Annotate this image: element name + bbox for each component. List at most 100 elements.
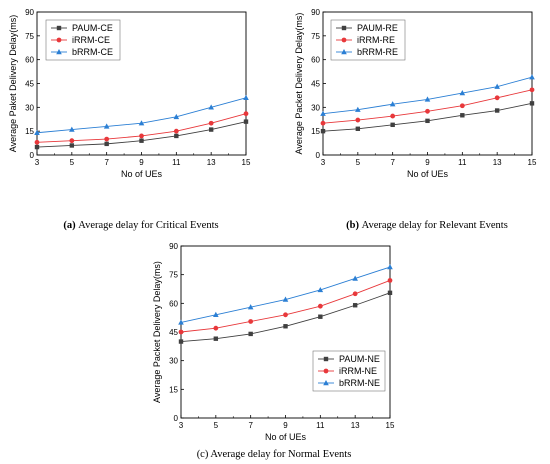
y-tick-label: 0 xyxy=(174,414,179,423)
legend-label: bRRM-NE xyxy=(339,378,380,388)
data-point-irrm-ce xyxy=(139,133,144,139)
y-tick-label: 45 xyxy=(25,80,34,89)
data-point-paum-ce xyxy=(174,133,179,139)
y-axis-title: Average Paket Delivery Delay(ms) xyxy=(8,15,18,152)
x-tick-label: 11 xyxy=(316,421,325,430)
data-point-irrm-ne xyxy=(213,325,219,331)
data-point-paum-ne xyxy=(352,303,358,308)
data-point-paum-ne xyxy=(213,336,219,341)
series-line-paum-re xyxy=(322,102,533,132)
data-point-paum-ce xyxy=(139,138,144,143)
data-point-paum-ce xyxy=(69,143,75,148)
data-point-brrm-ne xyxy=(352,275,358,281)
y-tick-label: 15 xyxy=(169,385,178,394)
data-point-brrm-ce xyxy=(103,123,110,129)
x-tick-label: 5 xyxy=(70,158,75,167)
data-point-irrm-ce xyxy=(34,139,40,145)
y-tick-label: 75 xyxy=(169,271,178,280)
data-point-brrm-ce xyxy=(69,126,75,132)
data-point-irrm-re xyxy=(494,95,500,101)
data-point-paum-re xyxy=(390,122,395,128)
y-tick-label: 30 xyxy=(169,357,178,366)
data-point-irrm-ne xyxy=(352,291,358,297)
y-tick-label: 90 xyxy=(311,8,320,17)
y-tick-label: 45 xyxy=(169,328,178,337)
chart-caption: (b) Average delay for Relevant Events xyxy=(346,220,508,231)
y-tick-label: 75 xyxy=(25,32,34,41)
legend-marker xyxy=(341,49,347,55)
legend-marker xyxy=(323,356,329,362)
data-point-irrm-ce xyxy=(208,120,214,126)
y-tick-label: 45 xyxy=(311,80,320,89)
data-point-paum-re xyxy=(425,118,430,124)
y-tick-label: 60 xyxy=(25,56,34,65)
chart-3: 0 15 30 45 60 75 90 3 5 7 9 11 13 15 No of UEs Average … xyxy=(152,242,395,460)
data-point-brrm-ne xyxy=(247,304,254,310)
y-tick-label: 15 xyxy=(311,127,320,136)
x-tick-label: 5 xyxy=(356,158,361,167)
data-point-irrm-ne xyxy=(248,319,254,324)
x-tick-label: 7 xyxy=(390,158,395,167)
data-point-paum-ce xyxy=(208,127,214,132)
data-point-brrm-ne xyxy=(317,286,324,293)
y-tick-label: 15 xyxy=(25,127,34,136)
y-axis-title: Average Packet Delivery Delay(ms) xyxy=(294,13,304,155)
caption-label: (b) xyxy=(346,220,361,231)
data-point-irrm-ce xyxy=(173,128,179,134)
x-tick-label: 7 xyxy=(248,421,253,430)
legend-marker xyxy=(341,25,347,31)
x-tick-label: 9 xyxy=(139,158,144,167)
data-point-paum-re xyxy=(355,126,361,131)
data-point-irrm-ne xyxy=(317,303,323,309)
data-point-irrm-ne xyxy=(387,278,393,283)
x-tick-label: 9 xyxy=(425,158,430,167)
data-point-irrm-ce xyxy=(69,138,75,144)
x-axis-title: No of UEs xyxy=(121,169,163,179)
x-tick-label: 11 xyxy=(172,158,181,167)
chart-2: 0 15 30 45 60 75 90 3 5 7 9 11 13 15 No of UEs Average … xyxy=(294,8,537,231)
y-tick-label: 90 xyxy=(169,242,178,251)
legend-marker xyxy=(323,380,329,386)
y-tick-label: 90 xyxy=(25,8,34,17)
data-point-irrm-ce xyxy=(104,136,110,142)
legend-marker xyxy=(341,37,347,43)
data-point-irrm-re xyxy=(320,120,326,126)
series-line-brrm-ce xyxy=(36,97,247,134)
legend: PAUM-NE iRRM-NE bRRM-NE xyxy=(312,350,386,392)
data-point-paum-re xyxy=(320,128,326,134)
data-point-brrm-ne xyxy=(213,311,219,317)
chart-1: 0 15 30 45 60 75 90 3 5 7 9 11 13 15 No of UEs Average … xyxy=(8,8,251,231)
data-point-brrm-ne xyxy=(387,264,393,270)
x-tick-label: 15 xyxy=(386,421,395,430)
x-axis-title: No of UEs xyxy=(265,432,307,442)
x-tick-label: 15 xyxy=(528,158,537,167)
chart-caption: (a) Average delay for Critical Events xyxy=(63,220,218,231)
data-point-brrm-re xyxy=(494,83,500,89)
data-point-brrm-re xyxy=(355,106,361,112)
data-point-brrm-re xyxy=(529,74,535,80)
legend-label: bRRM-CE xyxy=(72,47,113,57)
caption-text: Average delay for Critical Events xyxy=(78,220,218,231)
legend-label: bRRM-RE xyxy=(357,47,398,57)
chart-caption: (c) Average delay for Normal Events xyxy=(197,449,352,460)
series-line-brrm-re xyxy=(322,76,533,115)
data-point-paum-ne xyxy=(178,339,184,344)
data-point-brrm-ce xyxy=(138,120,145,126)
data-point-brrm-ne xyxy=(282,296,289,302)
data-point-brrm-ce xyxy=(243,94,249,100)
x-tick-label: 11 xyxy=(458,158,467,167)
data-point-irrm-re xyxy=(425,108,430,114)
data-point-paum-re xyxy=(529,101,535,106)
x-tick-label: 13 xyxy=(493,158,502,167)
data-point-paum-ce xyxy=(104,141,109,147)
data-point-brrm-re xyxy=(389,101,396,107)
series-line-irrm-re xyxy=(322,89,533,124)
data-point-paum-ne xyxy=(387,290,393,296)
x-tick-label: 3 xyxy=(321,158,326,167)
data-point-irrm-re xyxy=(459,103,465,109)
data-point-paum-ne xyxy=(248,331,253,337)
y-tick-label: 0 xyxy=(316,151,321,160)
legend-label: PAUM-CE xyxy=(72,23,113,33)
data-point-paum-ce xyxy=(34,144,40,150)
